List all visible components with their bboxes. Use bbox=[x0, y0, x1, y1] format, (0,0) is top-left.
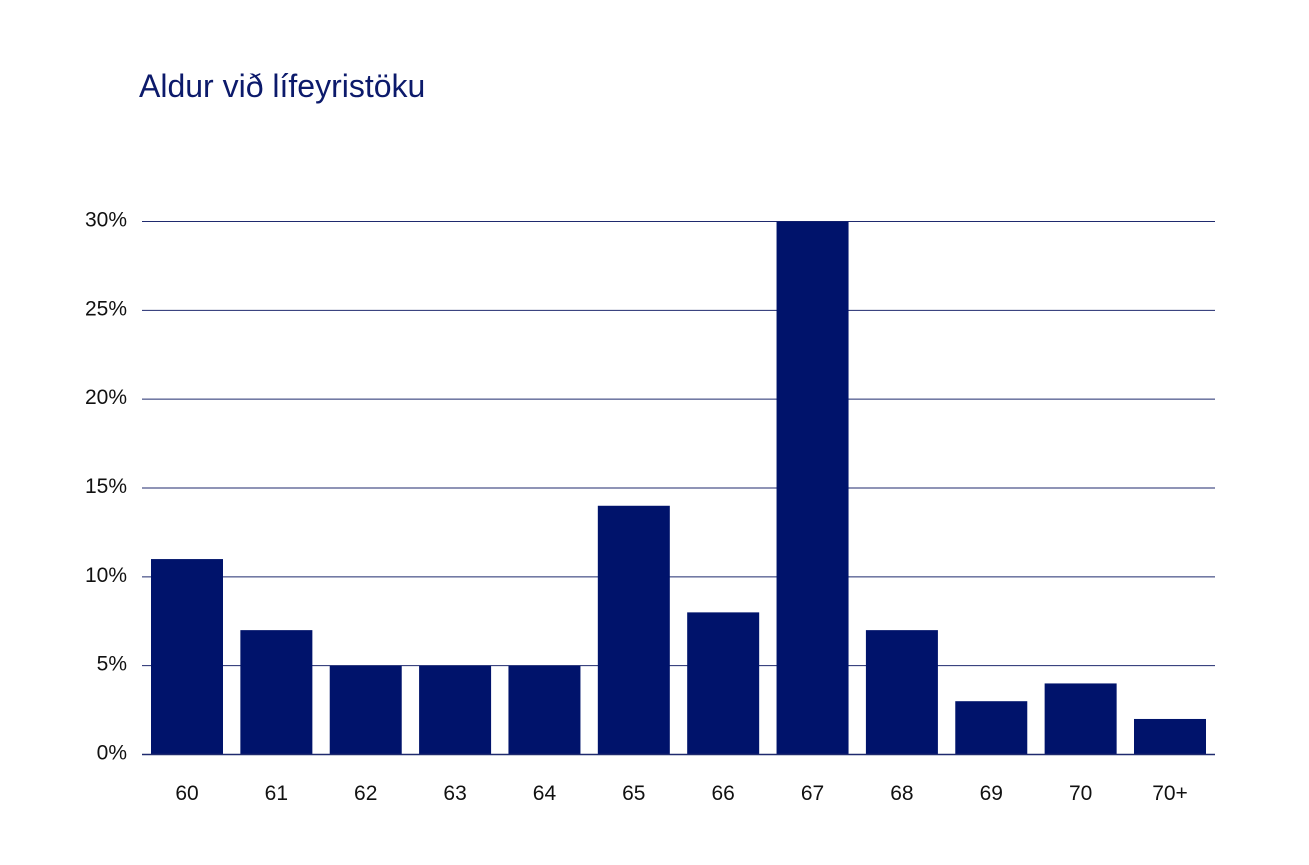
bar-67 bbox=[776, 221, 849, 755]
bars bbox=[151, 221, 1206, 755]
bar-70 bbox=[1044, 683, 1117, 755]
x-tick-label: 68 bbox=[890, 782, 913, 805]
bar-70+ bbox=[1134, 718, 1206, 755]
x-tick-label: 70 bbox=[1069, 782, 1092, 805]
bar-69 bbox=[955, 701, 1028, 755]
bar-68 bbox=[865, 630, 938, 755]
bar-63 bbox=[419, 665, 492, 755]
y-tick-label: 10% bbox=[85, 564, 127, 587]
gridlines bbox=[142, 221, 1215, 667]
x-tick-label: 62 bbox=[354, 782, 377, 805]
x-axis-tick-labels: 60 61 62 63 64 65 66 67 68 69 70 70+ bbox=[175, 782, 1187, 805]
x-tick-label: 66 bbox=[712, 782, 735, 805]
y-tick-label: 20% bbox=[85, 386, 127, 409]
y-tick-label: 25% bbox=[85, 297, 127, 320]
bar-66 bbox=[687, 612, 760, 755]
x-tick-label: 64 bbox=[533, 782, 557, 805]
x-tick-label: 65 bbox=[622, 782, 645, 805]
y-axis-tick-labels: 0% 5% 10% 15% 20% 25% 30% bbox=[85, 209, 127, 765]
x-tick-label: 63 bbox=[443, 782, 466, 805]
bar-62 bbox=[329, 665, 402, 755]
chart-title: Aldur við lífeyristöku bbox=[139, 68, 426, 104]
y-tick-label: 0% bbox=[97, 742, 127, 765]
x-tick-label: 70+ bbox=[1152, 782, 1188, 805]
x-tick-label: 67 bbox=[801, 782, 824, 805]
x-tick-label: 69 bbox=[980, 782, 1003, 805]
bar-60 bbox=[151, 559, 223, 755]
bar-64 bbox=[508, 665, 581, 755]
y-tick-label: 30% bbox=[85, 209, 127, 232]
x-tick-label: 60 bbox=[175, 782, 198, 805]
bar-61 bbox=[240, 630, 313, 755]
y-tick-label: 15% bbox=[85, 475, 127, 498]
y-tick-label: 5% bbox=[97, 653, 127, 676]
bar-65 bbox=[597, 505, 670, 755]
x-tick-label: 61 bbox=[265, 782, 288, 805]
